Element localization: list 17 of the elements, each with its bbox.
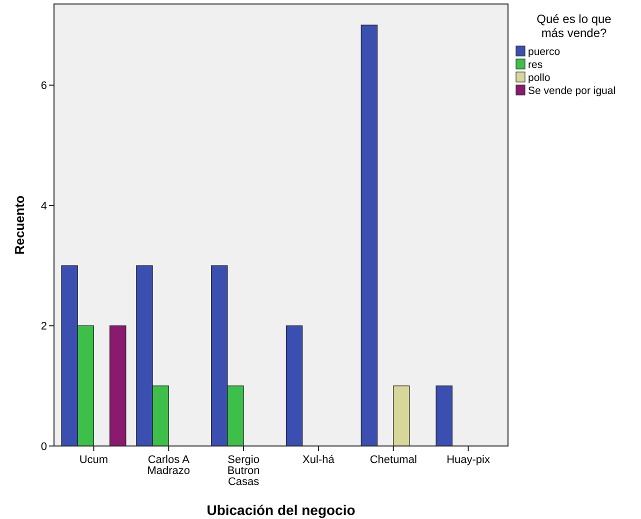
x-tick-label: Xul-há	[302, 454, 336, 466]
x-tick-label: Carlos A Madrazo	[147, 454, 190, 477]
y-tick-label: 6	[40, 80, 47, 92]
legend-label: res	[528, 59, 543, 71]
legend-title: Qué es lo que más vende?	[536, 12, 612, 40]
legend-label: puerco	[528, 46, 560, 58]
y-axis-title: Recuento	[12, 195, 27, 255]
x-tick-label: Sergio Butron Casas	[227, 454, 260, 488]
y-tick-label: 4	[40, 200, 47, 212]
legend-label: Se vende por igual	[528, 85, 616, 97]
x-axis-title: Ubicación del negocio	[206, 502, 356, 518]
x-tick-label: Ucum	[79, 454, 108, 466]
x-tick-label: Chetumal	[370, 454, 417, 466]
x-tick-label: Huay-pix	[446, 454, 490, 466]
y-tick-label: 2	[40, 320, 47, 333]
legend-label: pollo	[528, 72, 550, 84]
y-tick-label: 0	[40, 440, 47, 453]
